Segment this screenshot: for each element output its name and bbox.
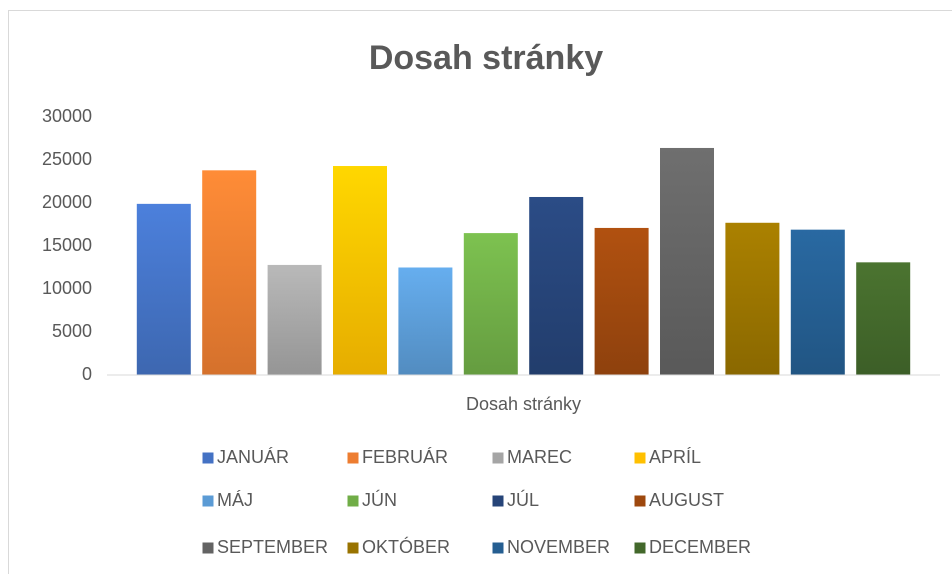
legend-swatch	[202, 495, 214, 507]
legend-swatch	[347, 495, 359, 507]
y-tick-label: 0	[82, 364, 92, 384]
legend-swatch	[347, 542, 359, 554]
legend-label: JANUÁR	[217, 447, 289, 467]
legend-label: MÁJ	[217, 490, 253, 510]
y-tick-label: 25000	[42, 149, 92, 169]
legend-label: FEBRUÁR	[362, 447, 448, 467]
legend-label: SEPTEMBER	[217, 537, 328, 557]
chart-title: Dosah stránky	[369, 39, 603, 77]
bar	[202, 170, 257, 375]
bar	[594, 227, 649, 375]
bar	[660, 147, 714, 375]
y-tick-label: 20000	[42, 192, 92, 212]
legend-label: DECEMBER	[649, 537, 751, 557]
bar	[725, 222, 780, 375]
y-tick-label: 10000	[42, 278, 92, 298]
bar	[529, 196, 584, 375]
bar	[136, 203, 191, 375]
bar	[267, 264, 322, 375]
bar	[333, 166, 387, 375]
x-tick-label: Dosah stránky	[466, 394, 581, 414]
y-tick-label: 5000	[52, 321, 92, 341]
legend-swatch	[347, 452, 359, 464]
bar	[463, 233, 518, 375]
legend-label: MAREC	[507, 447, 572, 467]
bar	[856, 262, 911, 375]
legend-swatch	[492, 452, 504, 464]
legend-label: NOVEMBER	[507, 537, 610, 557]
legend-swatch	[492, 495, 504, 507]
legend-swatch	[202, 542, 214, 554]
bar	[398, 267, 453, 375]
legend-label: APRÍL	[649, 447, 701, 467]
legend-label: OKTÓBER	[362, 536, 450, 557]
legend-swatch	[634, 452, 646, 464]
legend-swatch	[492, 542, 504, 554]
bar	[790, 229, 845, 375]
legend-label: JÚL	[507, 489, 539, 510]
legend-label: JÚN	[362, 489, 397, 510]
y-tick-label: 15000	[42, 235, 92, 255]
legend-label: AUGUST	[649, 490, 724, 510]
legend-swatch	[202, 452, 214, 464]
y-tick-label: 30000	[42, 106, 92, 126]
legend-swatch	[634, 495, 646, 507]
legend-swatch	[634, 542, 646, 554]
